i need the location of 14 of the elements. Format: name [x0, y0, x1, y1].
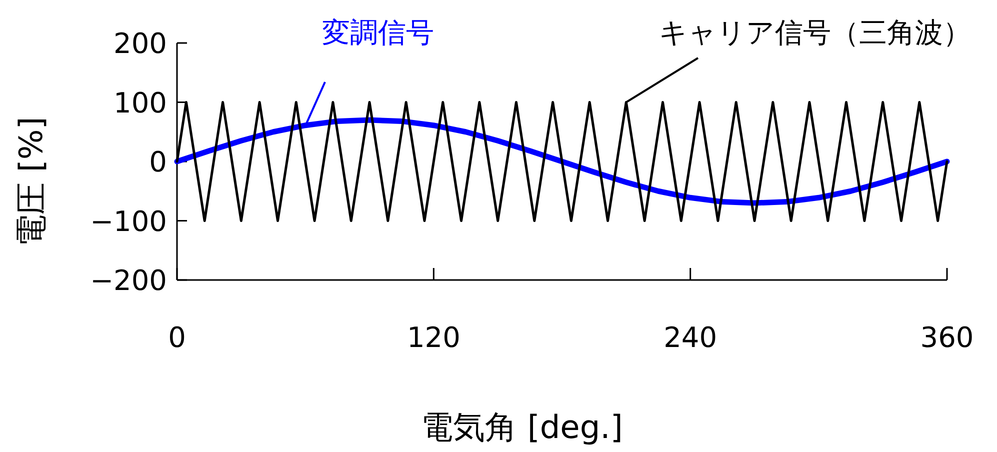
- annotation: 変調信号: [322, 16, 434, 49]
- annotation: 変調信号: [304, 16, 434, 126]
- y-tick-label: 200: [114, 27, 167, 60]
- x-tick-label: 120: [406, 321, 460, 354]
- x-tick-label: 360: [920, 321, 974, 354]
- annotation: キャリア信号（三角波）: [626, 16, 971, 104]
- y-tick-label: 100: [114, 86, 167, 120]
- annotation: キャリア信号（三角波）: [659, 16, 971, 49]
- x-tick-label: 240: [664, 321, 718, 354]
- x-axis-title: 電気角 [deg.]: [421, 408, 623, 446]
- y-tick-label: −200: [90, 264, 167, 297]
- y-tick-label: 0: [149, 146, 167, 178]
- y-tick-label: −100: [90, 204, 167, 238]
- y-axis-title: 電圧 [%]: [12, 116, 50, 246]
